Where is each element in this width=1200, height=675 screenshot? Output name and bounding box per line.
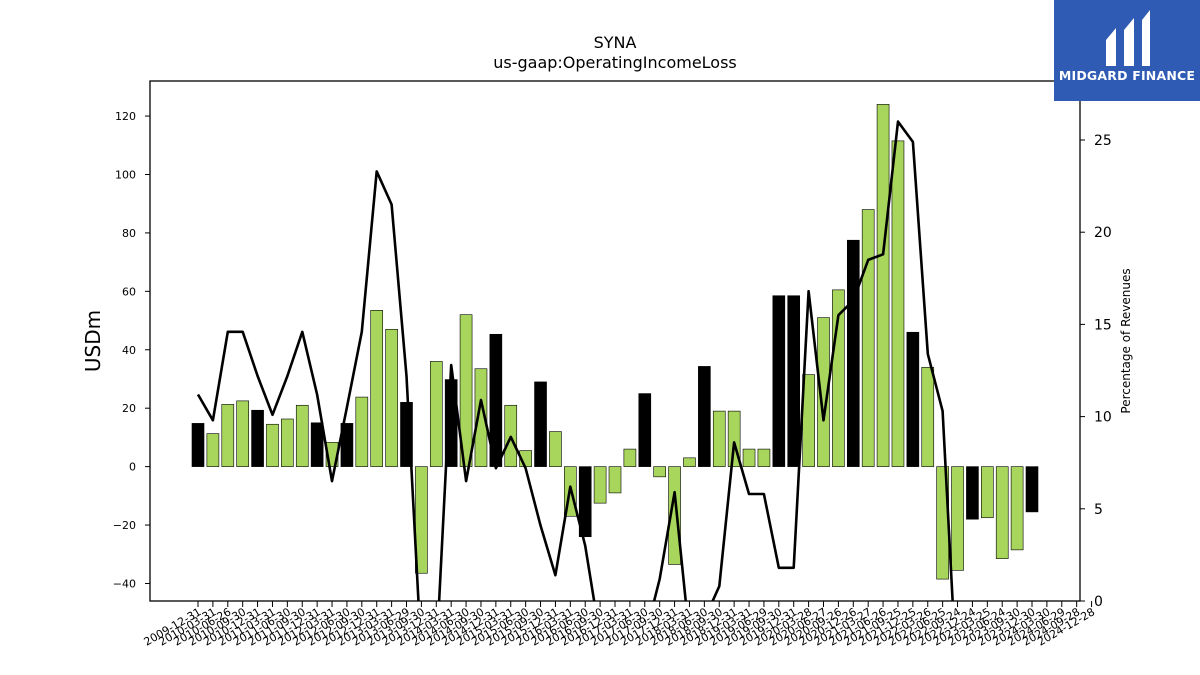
y2-tick-label: 20 (1094, 225, 1112, 241)
bar-2023-12-30 (1025, 466, 1039, 513)
bar-2019-12-31 (787, 295, 801, 467)
bar-2023-09-30 (1010, 466, 1024, 551)
bar-2018-03-31 (683, 457, 696, 467)
bar-2017-09-30 (653, 466, 666, 478)
bar-2009-12-31 (191, 423, 205, 467)
bar-2012-12-31 (370, 310, 384, 467)
bar-2020-12-26 (846, 239, 860, 467)
bar-2019-09-30 (772, 295, 786, 467)
bar-2021-12-25 (906, 331, 920, 467)
bar-2014-09-30 (474, 368, 488, 467)
y2-axis-label: Percentage of Revenues (1119, 268, 1133, 413)
midgard-logo-icon (1106, 10, 1150, 66)
y-tick-label: 20 (122, 402, 136, 415)
bar-2021-03-27 (861, 209, 875, 467)
bar-group (191, 104, 1039, 580)
bar-2015-09-30 (534, 381, 547, 467)
y-tick-label: −40 (113, 577, 136, 590)
bar-2019-06-29 (757, 448, 771, 467)
bar-2010-09-30 (236, 400, 249, 467)
bar-2012-09-30 (355, 396, 369, 467)
y2-tick-label: 25 (1094, 133, 1112, 149)
y2-tick-label: 15 (1094, 317, 1112, 333)
bar-2022-09-24 (951, 466, 964, 571)
bar-2017-03-31 (623, 448, 637, 467)
y-tick-label: 60 (122, 285, 136, 298)
percentage-line (196, 120, 954, 601)
y2-tick-label: 10 (1094, 410, 1112, 426)
bar-2018-06-30 (698, 366, 711, 467)
bar-2017-12-31 (668, 466, 681, 565)
y-axis-label: USDm (81, 310, 105, 372)
chart-subtitle: us-gaap:OperatingIncomeLoss (493, 53, 737, 72)
bar-2010-12-31 (251, 409, 264, 467)
bar-2019-03-31 (742, 448, 756, 467)
bar-2011-06-30 (281, 418, 294, 467)
bar-2018-09-30 (712, 410, 726, 467)
bar-2016-06-30 (578, 466, 592, 538)
y-tick-label: 40 (122, 344, 136, 357)
x-axis-ticks: 2009-12-312010-03-312010-06-262010-09-30… (142, 601, 1097, 649)
y-tick-label: 100 (115, 168, 136, 181)
bar-2021-06-26 (876, 104, 890, 467)
y2-tick-label: 0 (1094, 594, 1103, 610)
bar-2023-03-25 (981, 466, 994, 519)
bar-2013-12-31 (429, 361, 443, 467)
brand-logo: MIDGARD FINANCE (1054, 0, 1200, 101)
bar-2010-06-26 (221, 404, 235, 467)
bar-2014-06-30 (459, 314, 473, 467)
y-tick-label: 120 (115, 110, 136, 123)
bar-2021-09-25 (891, 140, 905, 467)
bar-2013-03-31 (385, 329, 398, 467)
y-tick-label: 0 (129, 461, 136, 474)
bar-2016-12-31 (608, 466, 622, 494)
chart-title: SYNA (594, 33, 637, 52)
bar-2010-03-31 (206, 433, 220, 467)
y-tick-label: −20 (113, 519, 136, 532)
bar-2011-03-31 (266, 423, 279, 467)
left-axis-ticks: −40 −20 0 20 40 60 80 100 120 (113, 110, 150, 590)
bar-2020-06-27 (817, 317, 830, 467)
bar-2017-06-30 (638, 393, 652, 467)
right-axis-ticks: 0 5 10 15 20 25 (1080, 133, 1112, 610)
bar-2016-09-30 (593, 466, 607, 504)
y-tick-label: 80 (122, 227, 136, 240)
bar-2022-03-26 (921, 366, 935, 467)
y2-tick-label: 5 (1094, 502, 1103, 518)
bar-2015-12-31 (549, 431, 562, 467)
bar-2012-06-30 (340, 423, 354, 467)
bar-2023-06-24 (995, 466, 1009, 559)
bar-2022-12-24 (966, 466, 979, 520)
brand-name: MIDGARD FINANCE (1058, 68, 1196, 83)
bar-2011-12-31 (310, 422, 324, 467)
percentage-line-group (196, 120, 954, 601)
bar-2011-09-30 (295, 404, 309, 467)
